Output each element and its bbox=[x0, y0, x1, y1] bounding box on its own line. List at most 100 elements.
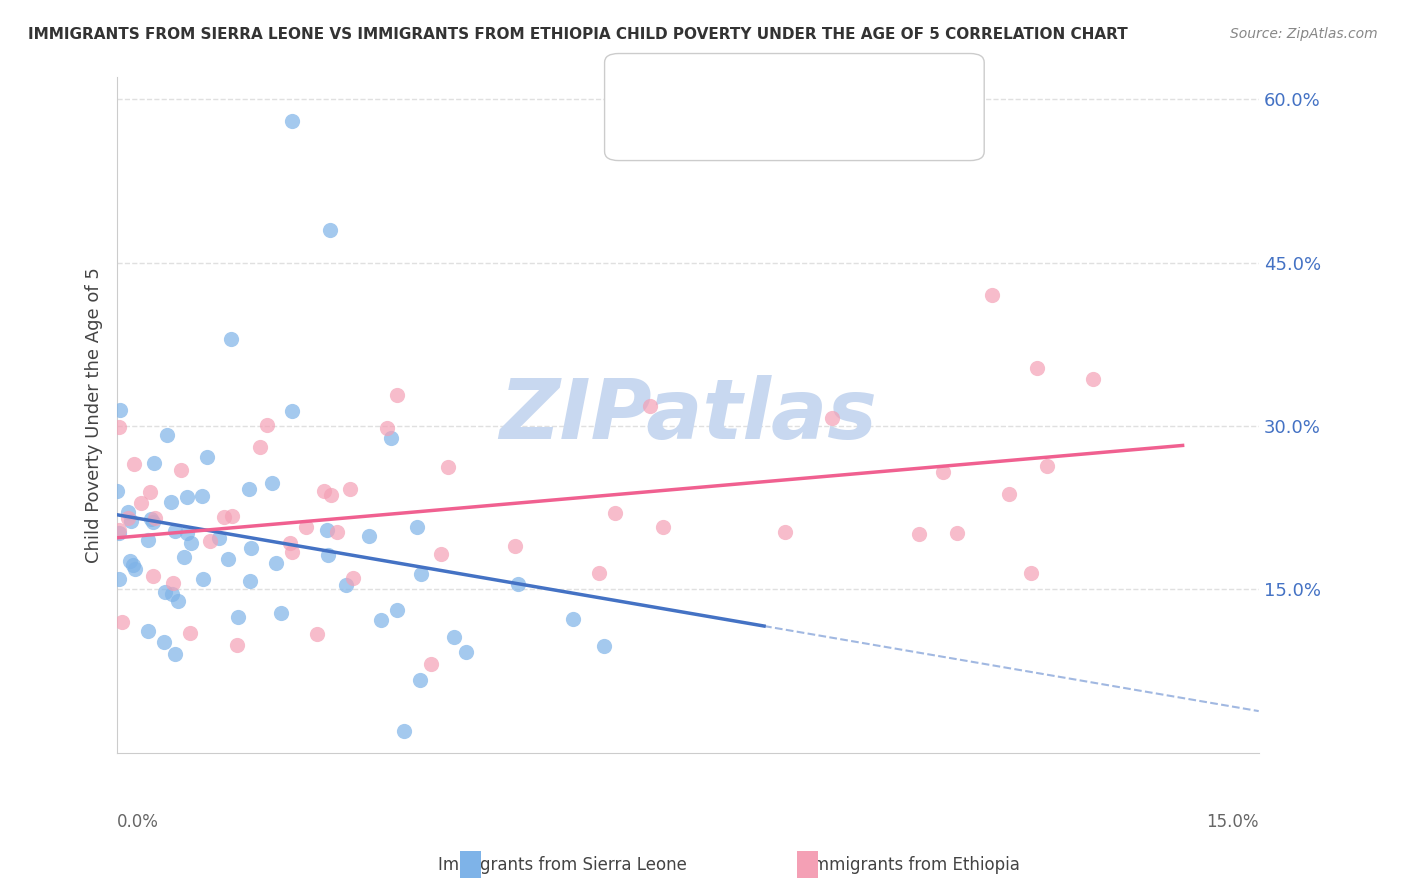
Point bbox=[153, 585, 176, 599]
Point bbox=[335, 578, 357, 592]
Point bbox=[129, 496, 152, 510]
Point bbox=[409, 567, 432, 582]
Text: Immigrants from Ethiopia: Immigrants from Ethiopia bbox=[808, 856, 1019, 874]
Point bbox=[143, 456, 166, 470]
Point bbox=[588, 566, 610, 581]
Point bbox=[221, 509, 243, 524]
Point bbox=[270, 606, 292, 620]
Point bbox=[117, 505, 139, 519]
Point bbox=[239, 574, 262, 588]
Point bbox=[142, 569, 165, 583]
Point bbox=[315, 523, 337, 537]
Point bbox=[162, 576, 184, 591]
Point bbox=[278, 535, 301, 549]
Point bbox=[176, 490, 198, 504]
Point bbox=[562, 612, 585, 626]
Point bbox=[107, 524, 129, 538]
Point bbox=[408, 673, 430, 688]
Point bbox=[508, 577, 530, 591]
Point bbox=[110, 403, 132, 417]
Text: 15.0%: 15.0% bbox=[1206, 814, 1258, 831]
Point bbox=[160, 587, 183, 601]
Point bbox=[370, 613, 392, 627]
Point bbox=[122, 457, 145, 471]
Point bbox=[107, 419, 129, 434]
Point bbox=[179, 625, 201, 640]
Point bbox=[394, 723, 416, 738]
Point bbox=[238, 482, 260, 496]
Point bbox=[603, 506, 626, 520]
Point bbox=[225, 638, 247, 652]
Text: R =  0.153   N = 58: R = 0.153 N = 58 bbox=[689, 76, 865, 94]
Point bbox=[217, 551, 239, 566]
Point bbox=[1019, 566, 1042, 581]
Point bbox=[339, 482, 361, 496]
Point bbox=[138, 624, 160, 639]
Point bbox=[429, 547, 451, 561]
Point bbox=[226, 610, 249, 624]
Point bbox=[160, 495, 183, 509]
Point bbox=[266, 556, 288, 570]
Point bbox=[260, 475, 283, 490]
Point bbox=[342, 571, 364, 585]
Point bbox=[107, 572, 129, 586]
Text: 0.0%: 0.0% bbox=[117, 814, 159, 831]
Text: IMMIGRANTS FROM SIERRA LEONE VS IMMIGRANTS FROM ETHIOPIA CHILD POVERTY UNDER THE: IMMIGRANTS FROM SIERRA LEONE VS IMMIGRAN… bbox=[28, 27, 1128, 42]
Point bbox=[239, 541, 262, 555]
Point bbox=[1025, 360, 1047, 375]
Point bbox=[997, 487, 1019, 501]
Point bbox=[142, 515, 165, 529]
Point bbox=[143, 511, 166, 525]
Point bbox=[375, 421, 398, 435]
Point bbox=[652, 520, 675, 534]
Point bbox=[443, 630, 465, 644]
Point bbox=[1081, 372, 1104, 386]
Point bbox=[387, 388, 409, 402]
Point bbox=[325, 524, 347, 539]
Point bbox=[307, 627, 329, 641]
Point bbox=[180, 536, 202, 550]
Point bbox=[319, 223, 342, 237]
Point bbox=[124, 562, 146, 576]
Point bbox=[316, 548, 339, 562]
Point bbox=[1035, 458, 1057, 473]
Point bbox=[321, 488, 343, 502]
Point bbox=[120, 514, 142, 528]
Point bbox=[638, 399, 661, 413]
Point bbox=[281, 114, 304, 128]
Point bbox=[312, 483, 335, 498]
Point bbox=[170, 463, 193, 477]
Point bbox=[505, 539, 527, 553]
Point bbox=[387, 603, 409, 617]
Point bbox=[773, 524, 796, 539]
Point bbox=[156, 428, 179, 442]
Point bbox=[139, 512, 162, 526]
Point bbox=[420, 657, 443, 671]
Text: Immigrants from Sierra Leone: Immigrants from Sierra Leone bbox=[437, 856, 688, 874]
Point bbox=[117, 511, 139, 525]
Point bbox=[108, 526, 131, 541]
Point bbox=[454, 645, 477, 659]
Point bbox=[256, 418, 278, 433]
Point bbox=[198, 533, 221, 548]
Point bbox=[406, 520, 429, 534]
Point bbox=[908, 526, 931, 541]
Point bbox=[120, 554, 142, 568]
Point bbox=[208, 531, 231, 545]
Point bbox=[932, 465, 955, 479]
Point bbox=[221, 332, 243, 346]
Point bbox=[165, 647, 187, 661]
Point bbox=[105, 484, 128, 499]
Point bbox=[821, 411, 844, 425]
Point bbox=[380, 431, 402, 445]
Point bbox=[176, 525, 198, 540]
Point bbox=[436, 460, 458, 475]
Point bbox=[191, 489, 214, 503]
Point bbox=[945, 526, 967, 541]
Text: Source: ZipAtlas.com: Source: ZipAtlas.com bbox=[1230, 27, 1378, 41]
Point bbox=[111, 615, 134, 629]
Point bbox=[165, 524, 187, 538]
Point bbox=[153, 635, 176, 649]
Point bbox=[139, 484, 162, 499]
Point bbox=[592, 639, 614, 653]
